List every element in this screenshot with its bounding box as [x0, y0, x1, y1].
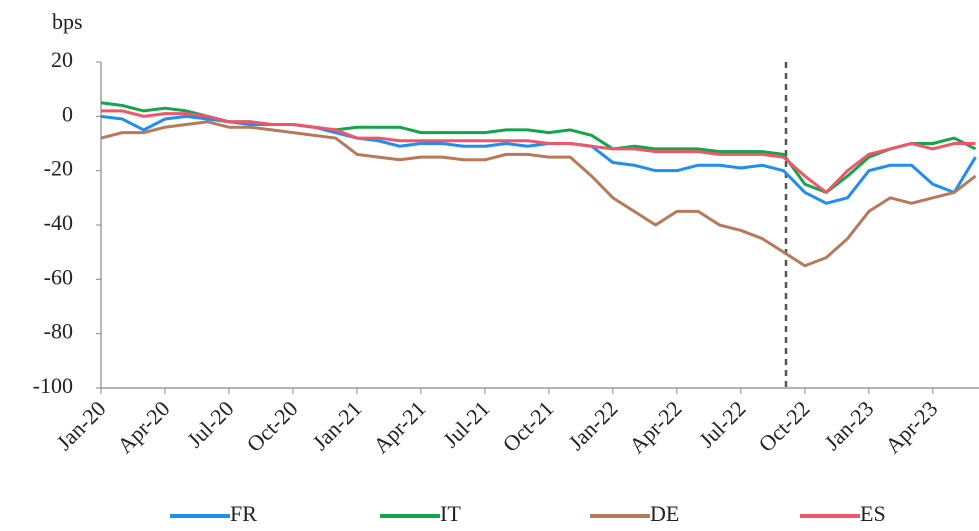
- series-line: [100, 101, 977, 194]
- legend-label: ES: [860, 501, 886, 526]
- x-tick-label: Jan-20: [51, 396, 110, 455]
- series-line: [100, 120, 977, 268]
- y-tick-label: 20: [51, 47, 73, 72]
- series-line: [101, 109, 976, 194]
- legend-label: IT: [440, 501, 461, 526]
- y-tick-label: -80: [44, 319, 73, 344]
- x-tick-label: Jan-23: [819, 396, 878, 455]
- x-tick-label: Jan-22: [563, 396, 622, 455]
- legend-label: DE: [650, 501, 679, 526]
- y-axis-label: bps: [52, 9, 83, 34]
- y-tick-label: -20: [44, 156, 73, 181]
- x-tick-label: Jul-21: [438, 396, 495, 453]
- x-tick-label: Jul-22: [694, 396, 751, 453]
- series-line: [100, 114, 977, 205]
- x-tick-label: Jul-20: [182, 396, 239, 453]
- y-tick-label: -40: [44, 210, 73, 235]
- x-tick-label: Apr-20: [112, 396, 174, 458]
- x-tick-label: Jan-21: [307, 396, 366, 455]
- x-tick-label: Oct-21: [498, 396, 559, 457]
- x-tick-label: Apr-23: [880, 396, 942, 458]
- x-tick-label: Oct-20: [242, 396, 303, 457]
- y-tick-label: 0: [62, 101, 73, 126]
- y-tick-label: -100: [33, 373, 73, 398]
- x-tick-label: Oct-22: [754, 396, 815, 457]
- x-tick-label: Apr-21: [368, 396, 430, 458]
- x-tick-label: Apr-22: [624, 396, 686, 458]
- legend-label: FR: [230, 501, 257, 526]
- y-tick-label: -60: [44, 264, 73, 289]
